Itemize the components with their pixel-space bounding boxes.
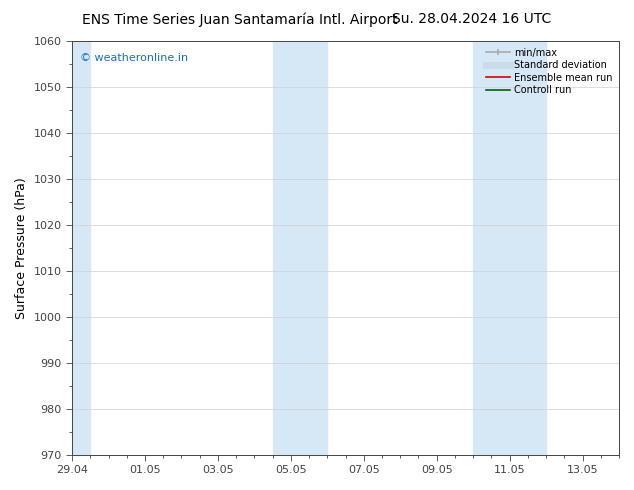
Bar [473, 41, 546, 455]
Text: ENS Time Series Juan Santamaría Intl. Airport: ENS Time Series Juan Santamaría Intl. Ai… [82, 12, 398, 27]
Y-axis label: Surface Pressure (hPa): Surface Pressure (hPa) [15, 177, 28, 318]
Text: Su. 28.04.2024 16 UTC: Su. 28.04.2024 16 UTC [392, 12, 552, 26]
Legend: min/max, Standard deviation, Ensemble mean run, Controll run: min/max, Standard deviation, Ensemble me… [484, 46, 614, 97]
Text: © weatheronline.in: © weatheronline.in [81, 53, 188, 64]
Bar [72, 41, 90, 455]
Bar [273, 41, 327, 455]
